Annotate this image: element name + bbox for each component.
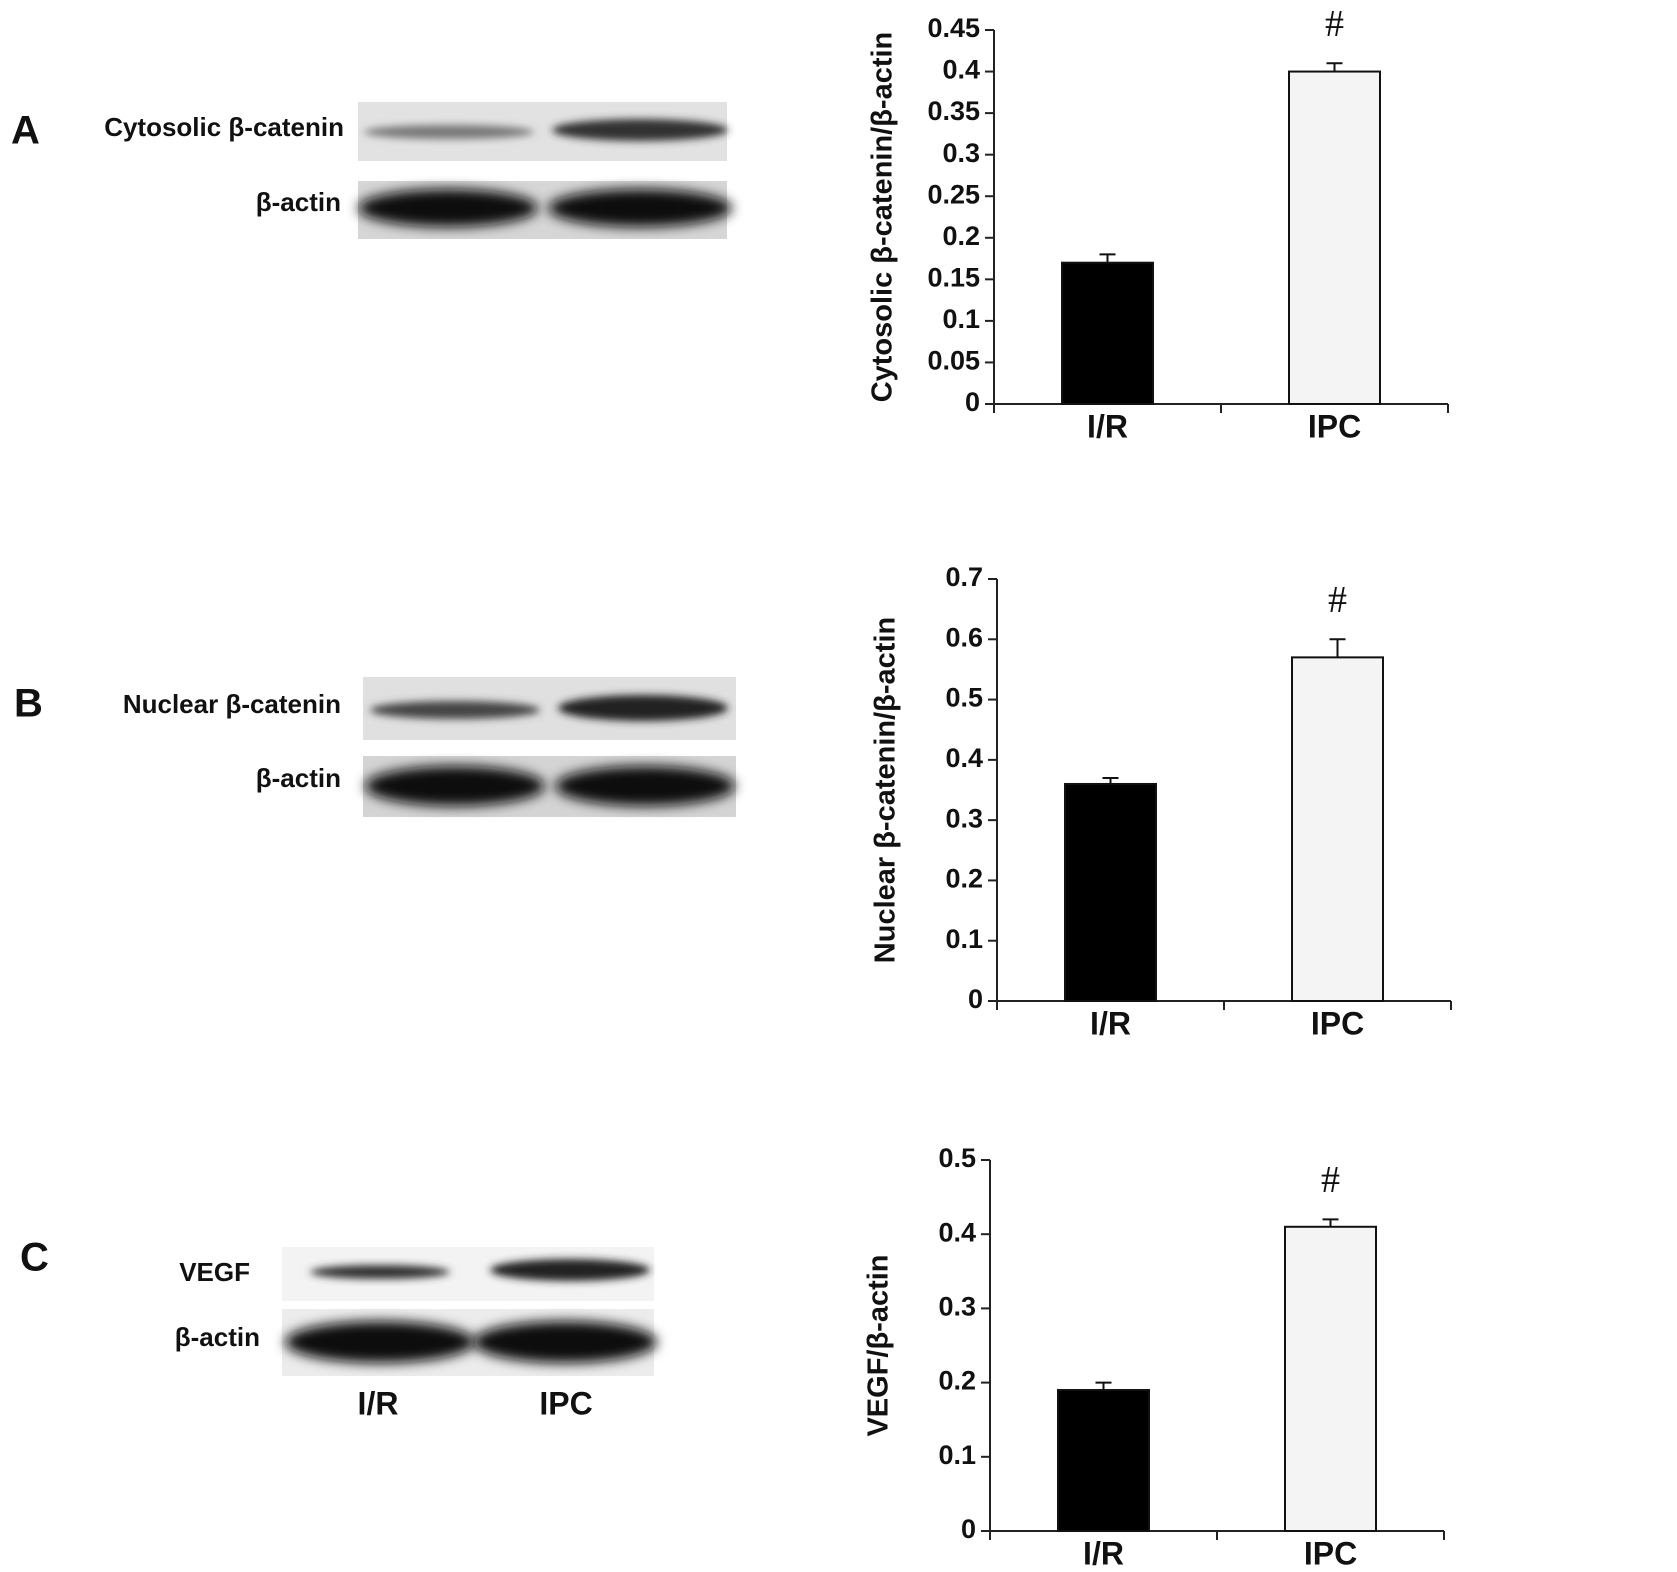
lane-label: I/R [358,1385,399,1421]
blot [282,1247,657,1376]
x-tick-label: IPC [1304,1535,1357,1571]
y-tick-label: 0.3 [945,803,983,833]
x-tick-label: I/R [1083,1535,1124,1571]
y-tick-label: 0.3 [938,1292,976,1322]
panel-letter: C [20,1236,49,1280]
y-tick-label: 0.35 [927,96,980,126]
bar [1284,1225,1377,1533]
annotation: # [1321,1159,1340,1201]
y-tick-label: 0.1 [938,1440,976,1470]
error-bar [1322,1218,1339,1227]
annotation: # [1325,3,1344,45]
bar [1057,1389,1150,1533]
lane-label: IPC [539,1385,592,1421]
y-tick-label: 0.2 [938,1366,976,1396]
blot-label: Cytosolic β-catenin [104,112,344,142]
y-tick-label: 0.1 [942,304,980,334]
error-bar [1326,62,1343,72]
x-tick-label: IPC [1308,408,1361,444]
panel-letter: A [11,109,40,153]
blot-label: β-actin [175,1322,260,1352]
y-tick-label: 0.15 [927,262,980,292]
y-tick-label: 0 [968,984,983,1014]
annotation: # [1328,579,1347,621]
y-axis-label: Cytosolic β-catenin/β-actin [867,32,899,403]
blot-label: β-actin [256,763,341,793]
y-tick-label: 0 [965,387,980,417]
y-tick-label: 0.7 [945,562,983,592]
error-bar [1095,1381,1112,1391]
x-tick-label: I/R [1090,1005,1131,1041]
y-tick-label: 0.3 [942,138,980,168]
y-tick-label: 0.2 [942,221,980,251]
y-axis-label: Nuclear β-catenin/β-actin [870,617,902,963]
panel-letter: B [14,682,43,726]
x-tick-label: I/R [1087,408,1128,444]
bar [1064,782,1157,1002]
y-tick-label: 0.5 [945,683,983,713]
error-bar [1329,638,1346,658]
y-tick-label: 0.4 [945,743,983,773]
y-tick-label: 0.6 [945,622,983,652]
blot-label: Nuclear β-catenin [123,689,341,719]
bar [1291,656,1384,1002]
y-tick-label: 0.1 [945,924,983,954]
y-tick-label: 0.2 [945,864,983,894]
error-bar [1099,253,1116,263]
blot-label: VEGF [179,1257,250,1287]
bar [1061,261,1154,406]
y-tick-label: 0.05 [927,346,980,376]
bar [1288,70,1381,406]
y-axis-label: VEGF/β-actin [863,1254,895,1436]
y-tick-label: 0.4 [938,1217,976,1247]
blot-label: β-actin [256,187,341,217]
y-tick-label: 0.5 [938,1143,976,1173]
x-tick-label: IPC [1311,1005,1364,1041]
y-tick-label: 0.45 [927,13,980,43]
blot [363,677,736,817]
y-tick-label: 0 [961,1514,976,1544]
y-tick-label: 0.4 [942,55,980,85]
blot [358,102,732,239]
y-tick-label: 0.25 [927,179,980,209]
error-bar [1102,776,1119,784]
